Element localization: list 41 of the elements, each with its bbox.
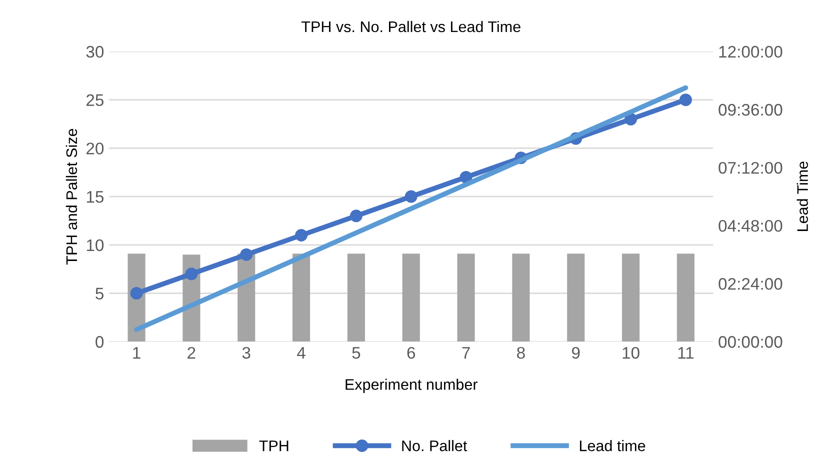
x-tick-label: 10	[622, 346, 640, 359]
y-tick-label: 5	[96, 288, 104, 300]
x-tick-label: 2	[188, 346, 196, 359]
point	[404, 190, 418, 203]
y2-axis-title: Lead Time	[796, 162, 808, 231]
y2-tick-label: 07:12:00	[718, 162, 782, 174]
y-tick-label: 15	[86, 191, 104, 203]
x-tick-label: 5	[352, 347, 360, 359]
x-tick-label: 11	[678, 347, 694, 359]
x-tick-label: 6	[407, 346, 416, 359]
legend-label: TPH	[259, 440, 288, 452]
y2-tick-label: 02:24:00	[718, 278, 782, 290]
y-tick-label: 0	[96, 336, 104, 348]
y-tick-label: 10	[86, 239, 104, 252]
point	[130, 287, 143, 300]
y-tick-label: 20	[86, 142, 104, 154]
line-series	[134, 85, 688, 332]
y2-tick-label: 00:00:00	[718, 336, 782, 348]
x-axis-title: Experiment number	[346, 378, 478, 393]
y-tick-label: 30	[86, 46, 104, 58]
point	[624, 112, 638, 126]
y-tick-label: 25	[86, 94, 104, 106]
point	[185, 268, 198, 280]
point	[240, 248, 253, 261]
y2-tick-label: 04:48:00	[718, 220, 782, 232]
legend-label: No. Pallet	[402, 440, 468, 452]
legend-label: Lead time	[580, 440, 646, 452]
point	[679, 94, 692, 106]
y2-tick-label: 12:00:00	[719, 46, 782, 58]
x-tick-label: 1	[133, 347, 140, 359]
x-tick-label: 3	[242, 346, 250, 359]
chart-title: TPH vs. No. Pallet vs Lead Time	[302, 20, 520, 32]
y-axis-title: TPH and Pallet Size	[66, 128, 78, 265]
point	[295, 229, 308, 242]
point	[350, 210, 362, 222]
x-tick-label: 4	[297, 347, 306, 359]
x-tick-label: 9	[572, 346, 580, 359]
x-tick-label: 8	[517, 346, 525, 359]
x-tick-label: 7	[462, 347, 470, 359]
y2-tick-label: 09:36:00	[718, 104, 782, 116]
point	[460, 170, 472, 184]
